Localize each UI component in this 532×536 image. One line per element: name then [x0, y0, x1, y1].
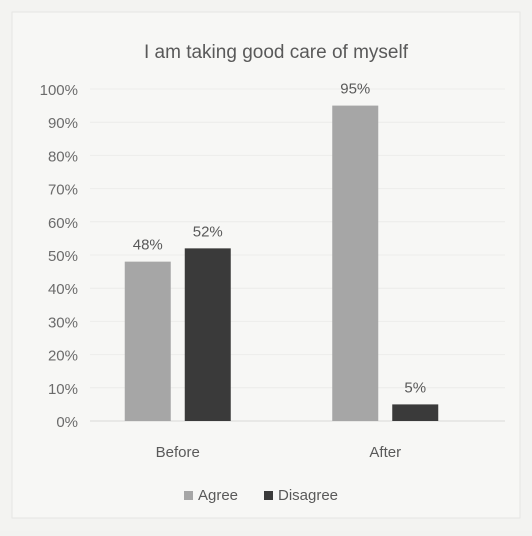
- data-label: 95%: [340, 81, 370, 98]
- bar-agree-after: [332, 105, 379, 421]
- data-label: 48%: [133, 237, 163, 254]
- y-tick-label: 50%: [48, 248, 78, 265]
- y-tick-label: 100%: [40, 82, 78, 99]
- data-labels: 48% 52% 95% 5%: [133, 81, 426, 397]
- data-label: 52%: [193, 223, 223, 240]
- legend-swatch: [264, 491, 273, 500]
- legend: Agree Disagree: [184, 487, 338, 504]
- x-axis: Before After: [156, 444, 401, 461]
- y-tick-label: 60%: [48, 215, 78, 232]
- chart-area: [11, 11, 521, 519]
- legend-swatch: [184, 491, 193, 500]
- y-tick-label: 70%: [48, 182, 78, 199]
- y-tick-label: 10%: [48, 381, 78, 398]
- legend-label: Disagree: [278, 487, 338, 504]
- data-label: 5%: [404, 379, 426, 396]
- y-tick-label: 40%: [48, 281, 78, 298]
- x-tick-label: Before: [156, 444, 200, 461]
- bar-agree-before: [124, 261, 171, 421]
- x-tick-label: After: [369, 444, 401, 461]
- y-tick-label: 20%: [48, 348, 78, 365]
- y-tick-label: 90%: [48, 115, 78, 132]
- y-tick-label: 0%: [56, 414, 78, 431]
- bar-disagree-before: [184, 248, 231, 421]
- bar-disagree-after: [392, 404, 439, 421]
- legend-label: Agree: [198, 487, 238, 504]
- bars: [124, 105, 439, 421]
- y-axis: 0% 10% 20% 30% 40% 50% 60% 70% 80% 90% 100%: [40, 82, 78, 431]
- chart-title: I am taking good care of myself: [144, 42, 409, 63]
- y-tick-label: 30%: [48, 314, 78, 331]
- y-tick-label: 80%: [48, 148, 78, 165]
